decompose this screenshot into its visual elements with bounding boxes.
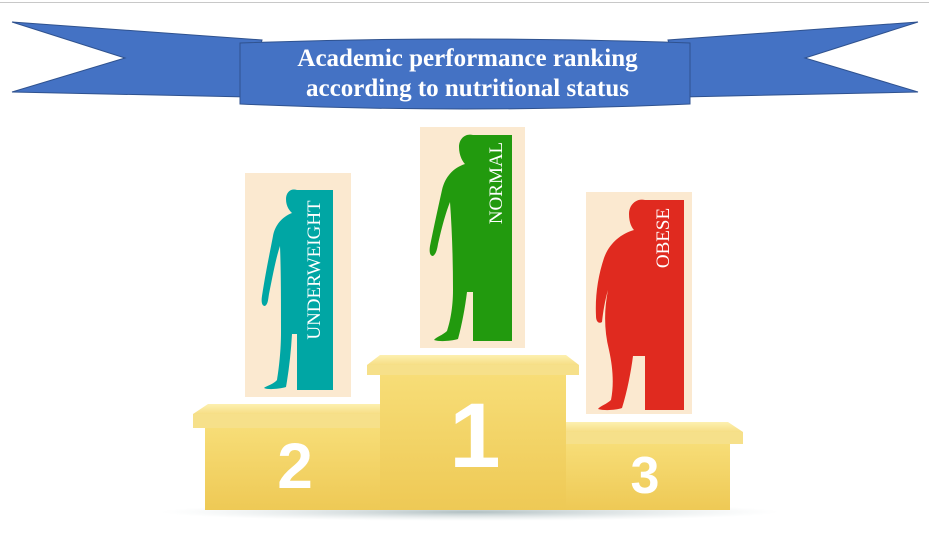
- rank-3-number: 3: [630, 447, 660, 505]
- obese-color-bar: [645, 200, 684, 410]
- label-normal: NORMAL: [486, 141, 507, 225]
- normal-color-bar: [473, 135, 512, 341]
- podium-step-1: [367, 355, 579, 510]
- banner-title-line-2: according to nutritional status: [306, 75, 629, 102]
- rank-2-number: 2: [277, 430, 313, 502]
- podium-step-2: [193, 404, 390, 510]
- rank-1-number: 1: [449, 385, 501, 487]
- banner-right-tail: [667, 21, 919, 98]
- banner-title: Academic performance ranking according t…: [245, 44, 690, 104]
- banner-title-line-1: Academic performance ranking: [297, 45, 638, 72]
- card-underweight: [245, 173, 351, 397]
- underweight-silhouette-icon: [261, 189, 297, 390]
- banner-left-tail: [11, 21, 263, 98]
- card-obese: [586, 192, 692, 414]
- title-banner: [11, 21, 919, 110]
- label-obese: OBESE: [653, 207, 674, 269]
- underweight-color-bar: [297, 190, 333, 390]
- label-underweight: UNDERWEIGHT: [304, 200, 325, 340]
- card-normal: [420, 127, 525, 348]
- podium-step-3: [560, 422, 743, 510]
- obese-silhouette-icon: [595, 199, 645, 411]
- top-divider: [0, 2, 929, 3]
- normal-silhouette-icon: [429, 134, 473, 342]
- banner-center: [239, 38, 691, 110]
